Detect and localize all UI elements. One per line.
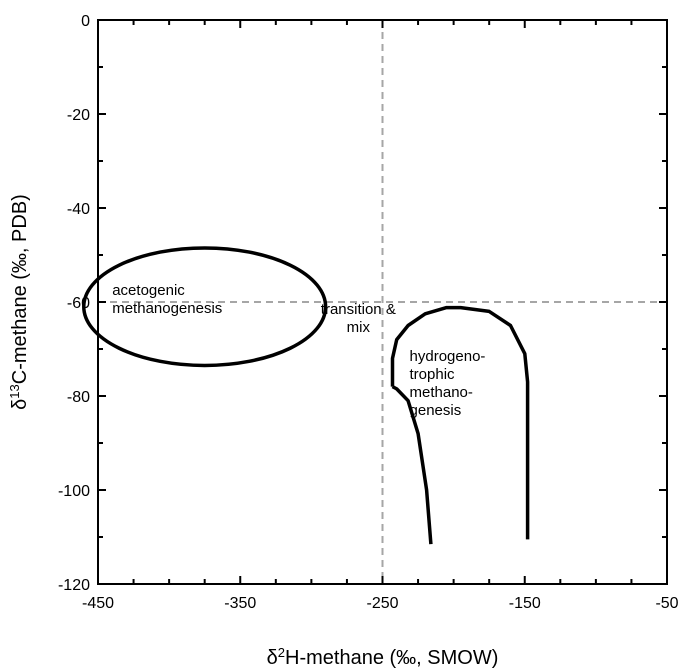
x-tick-label: -150 [509,595,541,612]
hydrogenotrophic-region-outline [390,305,530,540]
y-tick-label: -80 [67,389,90,406]
y-tick-label: -20 [67,107,90,124]
hydrogenotrophic-region-tail [391,385,433,545]
y-axis-title-prefix: δ [9,399,31,410]
acetogenic-region-ellipse [82,246,328,368]
y-tick-label: -120 [58,577,90,594]
reference-lines [98,20,667,584]
x-tick-label: -250 [366,595,398,612]
x-tick-label: -350 [224,595,256,612]
acetogenic-region-label: acetogenic methanogenesis [112,282,222,317]
hydrogenotrophic-region-label: hydrogeno-trophic methano-genesis [410,348,486,419]
y-axis-title-main: C-methane (‰, PDB) [9,194,31,384]
x-axis-title-sup: 2 [278,645,285,660]
y-tick-label: -100 [58,483,90,500]
x-axis-title: δ2H-methane (‰, SMOW) [267,645,499,670]
x-tick-label: -50 [655,595,678,612]
y-tick-label: 0 [81,13,90,30]
x-axis-title-prefix: δ [267,647,278,669]
axis-ticks [97,19,668,585]
x-tick-label: -450 [82,595,114,612]
x-axis-title-main: H-methane (‰, SMOW) [285,647,498,669]
y-tick-label: -40 [67,201,90,218]
y-axis-title-sup: 13 [7,384,22,398]
regions [82,246,530,545]
tick-labels: -450 -350 -250 -150 -50 0 -20 -40 -60 -80 -100 -120 [58,13,679,612]
y-tick-label: -60 [67,295,90,312]
region-labels: acetogenic methanogenesis hydrogeno-trophi… [112,282,485,419]
transition-label: transition & mix [321,301,396,336]
y-axis-title: δ13C-methane (‰, PDB) [7,194,32,410]
